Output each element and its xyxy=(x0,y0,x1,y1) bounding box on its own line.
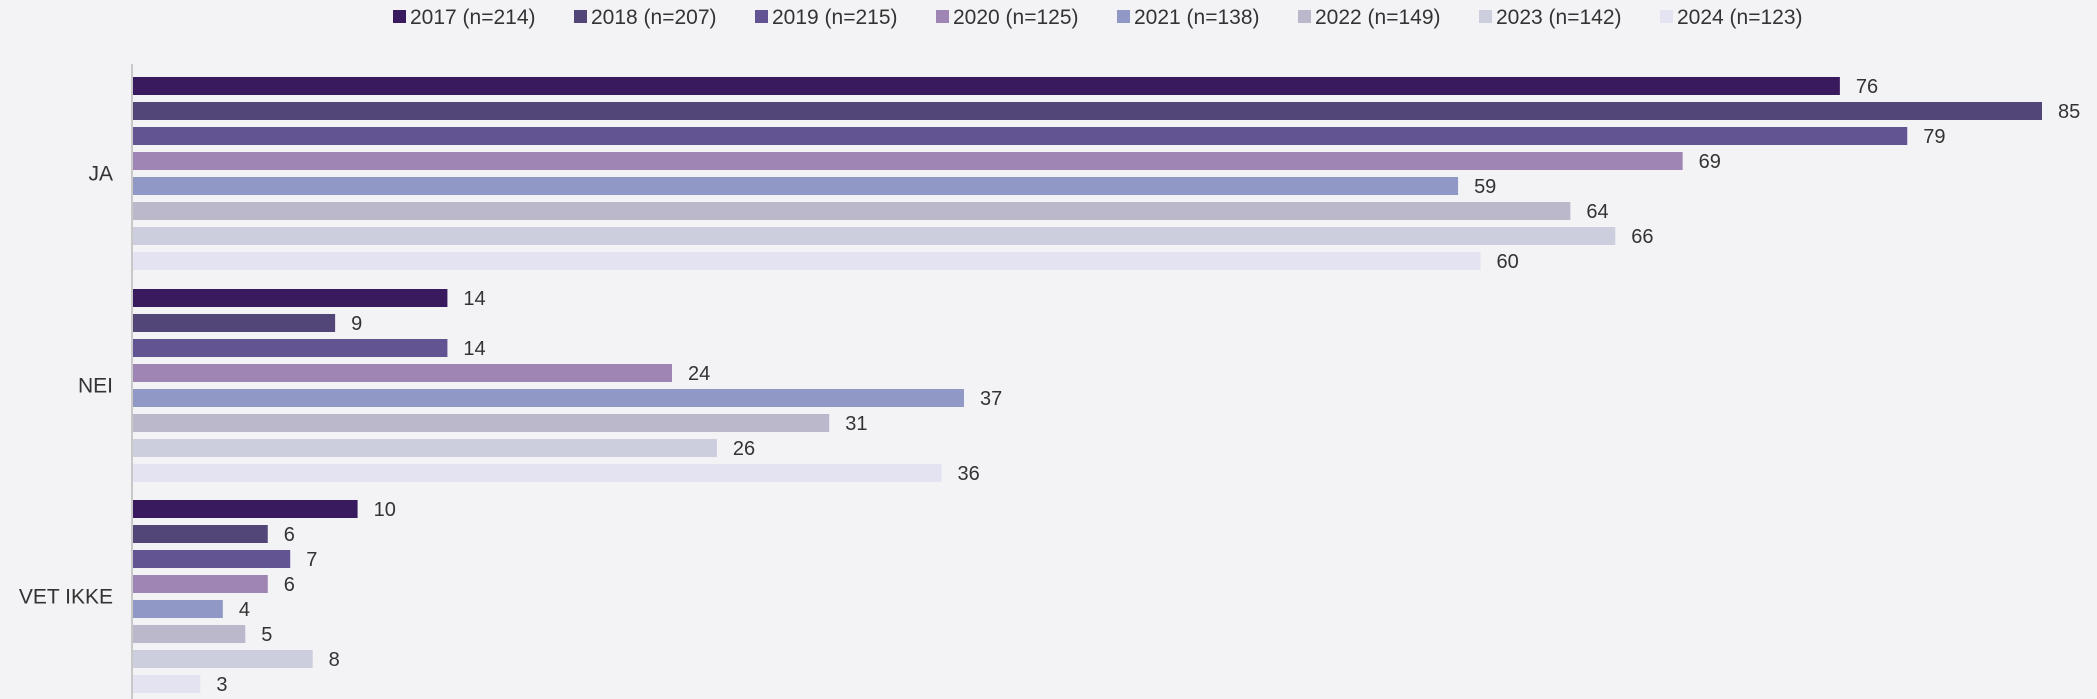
legend-label-7: 2024 (n=123) xyxy=(1677,6,1803,29)
bars xyxy=(133,77,2042,693)
bar-0-0 xyxy=(133,77,1840,95)
legend-label-4: 2021 (n=138) xyxy=(1134,6,1260,29)
category-label-2: VET IKKE xyxy=(19,586,113,609)
value-label-1-1: 9 xyxy=(351,313,362,335)
bar-2-7 xyxy=(133,675,201,693)
bar-0-5 xyxy=(133,202,1571,220)
value-label-0-6: 66 xyxy=(1631,226,1653,248)
legend-swatch-4 xyxy=(1117,10,1130,23)
value-label-0-7: 60 xyxy=(1497,251,1519,273)
category-labels: JA NEI VET IKKE xyxy=(19,163,113,609)
bar-2-5 xyxy=(133,625,246,643)
bar-0-7 xyxy=(133,252,1481,270)
bar-1-4 xyxy=(133,389,964,407)
bar-2-4 xyxy=(133,600,223,618)
bar-1-3 xyxy=(133,364,673,382)
value-label-1-5: 31 xyxy=(845,413,867,435)
value-label-2-1: 6 xyxy=(284,524,295,546)
category-label-1: NEI xyxy=(78,375,113,398)
value-label-1-4: 37 xyxy=(980,388,1002,410)
bar-2-2 xyxy=(133,550,291,568)
value-label-2-3: 6 xyxy=(284,574,295,596)
bar-1-7 xyxy=(133,464,942,482)
bar-1-0 xyxy=(133,289,448,307)
value-label-2-2: 7 xyxy=(306,549,317,571)
value-label-1-7: 36 xyxy=(958,463,980,485)
bar-1-1 xyxy=(133,314,336,332)
value-label-0-2: 79 xyxy=(1923,126,1945,148)
legend-swatch-2 xyxy=(755,10,768,23)
bar-2-3 xyxy=(133,575,268,593)
bar-1-5 xyxy=(133,414,830,432)
legend-label-6: 2023 (n=142) xyxy=(1496,6,1622,29)
bar-2-6 xyxy=(133,650,313,668)
legend-swatch-0 xyxy=(393,10,406,23)
category-label-0: JA xyxy=(88,163,113,186)
value-label-2-7: 3 xyxy=(216,674,227,696)
legend-label-0: 2017 (n=214) xyxy=(410,6,536,29)
value-label-2-6: 8 xyxy=(329,649,340,671)
bar-0-1 xyxy=(133,102,2042,120)
legend-swatch-1 xyxy=(574,10,587,23)
legend-swatch-7 xyxy=(1660,10,1673,23)
legend-label-1: 2018 (n=207) xyxy=(591,6,717,29)
bar-0-2 xyxy=(133,127,1908,145)
value-label-0-4: 59 xyxy=(1474,176,1496,198)
bar-1-2 xyxy=(133,339,448,357)
bar-2-1 xyxy=(133,525,268,543)
bar-0-3 xyxy=(133,152,1683,170)
value-label-2-4: 4 xyxy=(239,599,250,621)
value-label-1-0: 14 xyxy=(463,288,485,310)
value-label-0-3: 69 xyxy=(1699,151,1721,173)
bar-0-4 xyxy=(133,177,1459,195)
value-label-1-3: 24 xyxy=(688,363,710,385)
bar-1-6 xyxy=(133,439,717,457)
value-label-2-0: 10 xyxy=(374,499,396,521)
value-label-0-1: 85 xyxy=(2058,101,2080,123)
value-label-0-5: 64 xyxy=(1586,201,1608,223)
value-label-1-6: 26 xyxy=(733,438,755,460)
value-label-0-0: 76 xyxy=(1856,76,1878,98)
legend-swatch-6 xyxy=(1479,10,1492,23)
legend-label-3: 2020 (n=125) xyxy=(953,6,1079,29)
legend: 2017 (n=214) 2018 (n=207) 2019 (n=215) 2020… xyxy=(393,6,1803,29)
legend-label-2: 2019 (n=215) xyxy=(772,6,898,29)
legend-swatch-3 xyxy=(936,10,949,23)
bar-0-6 xyxy=(133,227,1616,245)
bar-2-0 xyxy=(133,500,358,518)
legend-label-5: 2022 (n=149) xyxy=(1315,6,1441,29)
value-label-1-2: 14 xyxy=(463,338,485,360)
value-label-2-5: 5 xyxy=(261,624,272,646)
legend-swatch-5 xyxy=(1298,10,1311,23)
